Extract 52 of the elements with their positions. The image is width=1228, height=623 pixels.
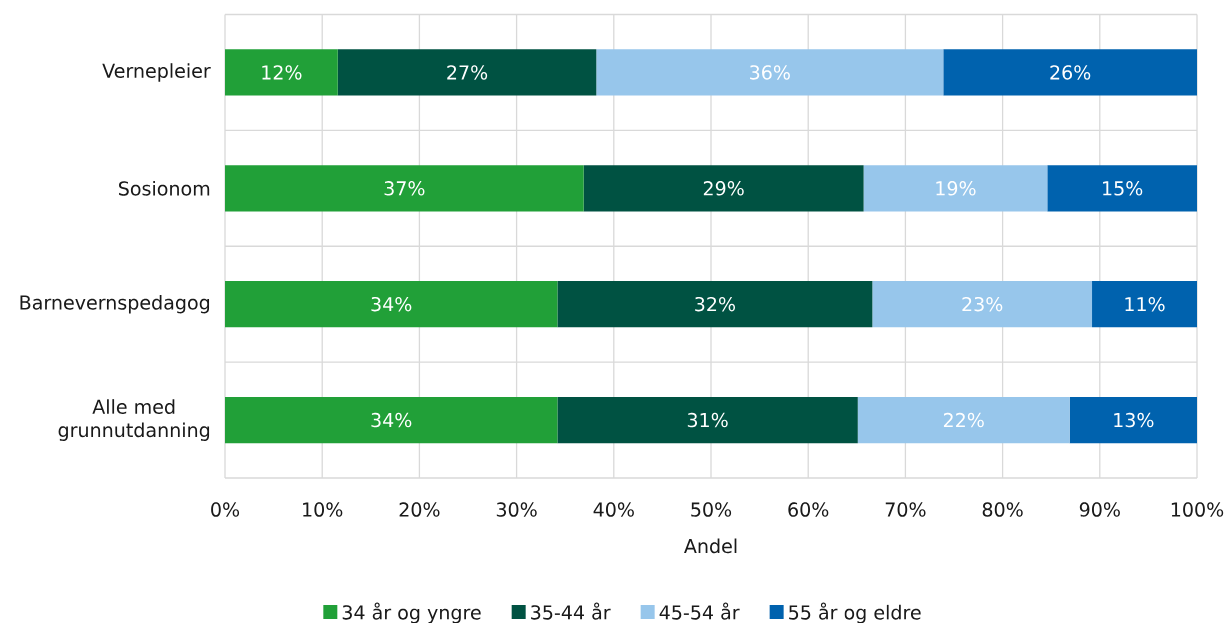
y-tick-label: Alle med grunnutdanning [58,399,210,441]
data-label: 15% [1103,181,1143,196]
x-tick-label: 60% [788,502,829,517]
x-tick-label: 90% [1079,502,1120,517]
bar [225,281,558,328]
data-label: 34% [371,296,412,312]
y-tick-label: Vernepleier [102,63,211,82]
data-label: 11% [1125,296,1165,312]
x-axis-title: Andel [684,538,737,554]
data-label: 22% [943,412,984,428]
legend-label: 35-44 år [531,602,611,620]
bar [1047,165,1197,212]
bar [583,165,864,212]
x-tick-label: 20% [399,502,440,517]
data-label: 34% [371,412,412,428]
bar [337,49,597,96]
data-label: 36% [750,65,790,80]
bar [557,396,858,444]
legend-label: 55 år og eldre [789,602,921,623]
bar [857,396,1070,444]
data-label: 27% [447,65,488,80]
bar [872,281,1093,328]
bar [863,165,1048,212]
data-label: 37% [384,181,425,196]
data-label: 19% [936,181,976,196]
y-tick-label: Sosionom [119,180,210,196]
data-label: 31% [687,412,728,428]
data-label: 26% [1050,65,1091,80]
x-tick-label: 70% [885,502,926,517]
x-tick-label: 0% [211,502,240,517]
data-label: 12% [262,65,302,80]
y-tick-label: Barnevernspedagog [20,294,210,314]
data-label: 13% [1114,412,1154,428]
x-tick-label: 40% [593,502,634,517]
legend-label: 45-54 år [659,602,740,620]
bar [943,49,1197,96]
x-tick-label: 10% [303,502,343,517]
data-label: 32% [695,296,736,312]
bar [225,165,584,212]
bar [596,49,944,96]
bar [225,396,558,444]
data-label: 23% [962,296,1003,312]
data-label: 29% [703,181,744,196]
x-tick-label: 100% [1171,502,1224,517]
x-tick-label: 50% [691,502,732,517]
x-tick-label: 30% [496,502,537,517]
bar [1092,281,1197,328]
bar [557,281,873,328]
legend-label: 34 år og yngre [342,602,481,623]
bar [1069,396,1197,444]
bar [225,49,338,96]
x-tick-label: 80% [982,502,1023,517]
